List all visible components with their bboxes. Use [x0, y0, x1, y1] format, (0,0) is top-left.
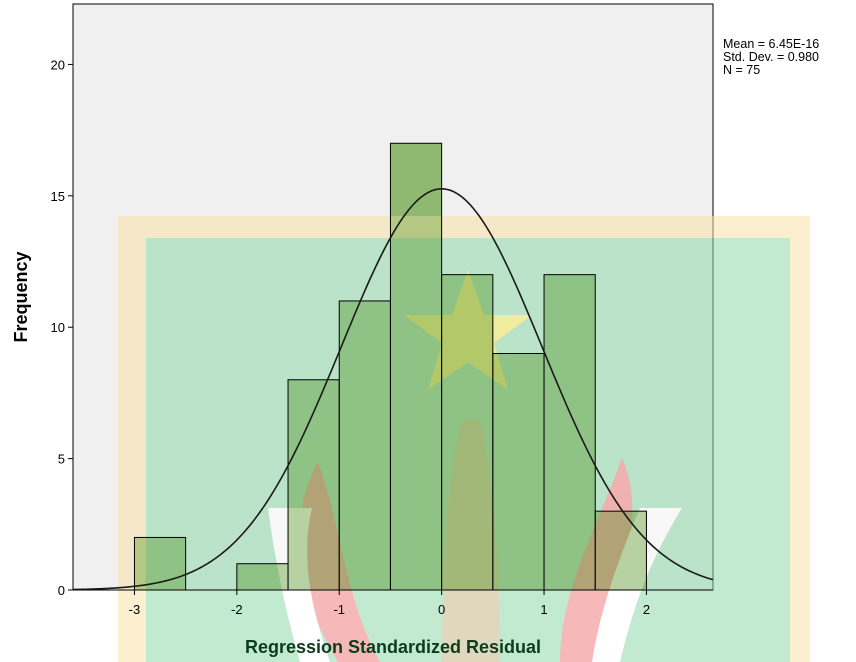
- stats-mean: Mean = 6.45E-16: [723, 37, 820, 51]
- x-tick-label: 1: [540, 602, 547, 617]
- histogram-bar-outline: [594, 510, 647, 591]
- stats-box: Mean = 6.45E-16 Std. Dev. = 0.980 N = 75: [723, 38, 819, 77]
- y-tick-label: 20: [51, 57, 65, 72]
- histogram-bar-outline: [133, 536, 187, 591]
- histogram-bar-outline: [389, 142, 443, 591]
- x-tick-label: -2: [231, 602, 243, 617]
- y-axis-title: Frequency: [11, 251, 31, 342]
- normal-distribution-curve: [72, 188, 714, 591]
- watermark-white-shape-right: [592, 508, 682, 662]
- histogram-bar-outline: [338, 300, 391, 591]
- stats-sd: Std. Dev. = 0.980: [723, 50, 820, 64]
- y-tick-label: 15: [51, 189, 65, 204]
- watermark-white-shape-left: [268, 508, 330, 662]
- histogram-bar-outline: [492, 352, 545, 591]
- x-tick-label: 2: [643, 602, 650, 617]
- y-tick-label: 10: [51, 320, 65, 335]
- x-tick-label: 0: [438, 602, 445, 617]
- watermark-red-flame-left: [299, 462, 380, 662]
- y-tick-label: 0: [58, 583, 65, 598]
- histogram-bar-outline: [287, 379, 340, 591]
- x-tick-label: -3: [129, 602, 141, 617]
- watermark-emblem: [118, 216, 810, 662]
- histogram-bar-outline: [236, 563, 289, 591]
- stats-n: N = 75: [723, 63, 761, 77]
- y-tick-label: 5: [58, 452, 65, 467]
- histogram-bar-outline: [441, 274, 494, 591]
- x-tick-label: -1: [333, 602, 345, 617]
- histogram-bar-outline: [543, 274, 596, 591]
- watermark-center-pillar: [442, 420, 500, 662]
- watermark-star: [404, 270, 532, 390]
- x-axis-title: Regression Standardized Residual: [245, 637, 541, 657]
